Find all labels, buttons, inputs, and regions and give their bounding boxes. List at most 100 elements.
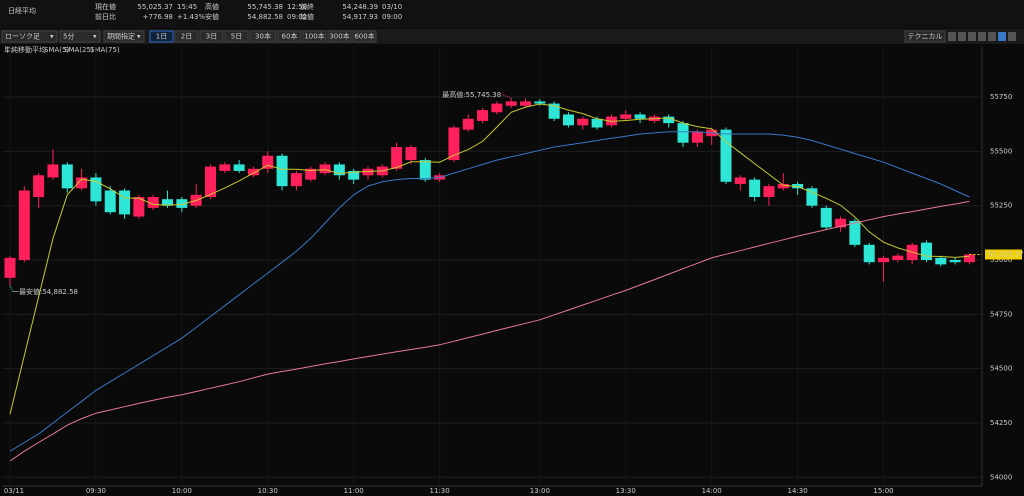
candle-body [562, 114, 574, 126]
tool-icon[interactable] [948, 32, 956, 41]
range-button[interactable] [277, 30, 302, 43]
candle-body [290, 173, 302, 187]
sma-line [9, 103, 970, 415]
technical-button[interactable] [904, 30, 946, 43]
candle-body [348, 170, 360, 180]
select-box[interactable] [59, 30, 101, 43]
x-tick-label: 13:00 [530, 487, 550, 495]
select-text: ローソク足 [5, 33, 40, 41]
candle-body [892, 255, 904, 261]
info-extra: 09:00 [382, 13, 402, 21]
range-button[interactable] [174, 30, 199, 43]
candle-body [305, 168, 317, 180]
candle-body [520, 101, 532, 106]
x-tick-label: 11:00 [344, 487, 364, 495]
candle-body [663, 116, 675, 124]
candle-body [47, 164, 59, 178]
y-tick-label: 55250 [990, 202, 1012, 210]
y-tick-label: 55500 [990, 147, 1012, 155]
select-box[interactable] [1, 30, 58, 43]
candle-body [90, 177, 102, 202]
select-arrow: ▾ [93, 33, 97, 41]
sma-line [9, 200, 970, 462]
candle-body [634, 114, 646, 119]
header-bar [0, 0, 1024, 28]
range-label: 3日 [206, 33, 217, 41]
candle-body [720, 129, 732, 182]
select-box[interactable] [103, 30, 145, 43]
candle-body [777, 183, 789, 189]
range-label: 60本 [282, 32, 298, 41]
x-tick-label: 13:30 [616, 487, 636, 495]
price-tag [985, 249, 1022, 260]
candle-body [448, 127, 460, 161]
candle-body [878, 257, 890, 263]
y-tick-label: 54750 [990, 310, 1012, 318]
candle-body [548, 103, 560, 119]
low-annotation: 一最安値:54,882.58 [12, 287, 78, 296]
range-label: 100本 [304, 32, 324, 41]
range-label: 5日 [231, 33, 242, 41]
range-button[interactable] [327, 30, 352, 43]
candle-body [247, 168, 259, 176]
candle-body [806, 188, 818, 206]
y-tick-label: 54000 [990, 473, 1012, 481]
candle-body [405, 147, 417, 161]
x-tick-label: 10:30 [258, 487, 278, 495]
range-button[interactable] [199, 30, 224, 43]
candle-body [262, 155, 274, 169]
x-tick-label: 11:30 [430, 487, 450, 495]
info-extra: +1.43% [177, 13, 205, 21]
tool-icon[interactable] [978, 32, 986, 41]
candle-body [147, 197, 159, 208]
candle-body [219, 164, 231, 171]
info-value: 54,882.58 [247, 13, 283, 21]
select-arrow: ▾ [50, 33, 54, 41]
info-label: 前終 [300, 2, 314, 11]
range-button[interactable] [249, 30, 277, 43]
candle-body [949, 260, 961, 263]
legend-title: 単純移動平均 [4, 45, 46, 54]
x-tick-label: 14:00 [702, 487, 722, 495]
range-button[interactable] [352, 30, 377, 43]
candle-body [76, 177, 88, 189]
candle-body [591, 118, 603, 128]
candle-body [104, 190, 116, 213]
info-label: 高値 [205, 2, 219, 11]
candle-body [18, 190, 30, 261]
info-value: 54,917.93 [342, 13, 378, 21]
tool-icon[interactable] [968, 32, 976, 41]
candle-body [920, 242, 932, 261]
candle-body [734, 177, 746, 184]
tool-icon[interactable] [998, 32, 1006, 41]
legend-entry: SMA(75) [90, 46, 120, 54]
range-button[interactable] [302, 30, 327, 43]
info-label: 現在値 [95, 2, 116, 11]
range-label: 300本 [329, 32, 349, 41]
tool-icon[interactable] [1008, 32, 1016, 41]
candle-body [333, 164, 345, 176]
y-tick-label: 54500 [990, 365, 1012, 373]
x-tick-label: 15:00 [873, 487, 893, 495]
select-text: 5分 [63, 32, 74, 41]
info-extra: 12:58 [287, 3, 307, 11]
candle-body [763, 186, 775, 198]
annotation-leader [503, 94, 512, 99]
candle-body [491, 103, 503, 113]
candle-body [677, 123, 689, 143]
high-annotation: 最高値:55,745.38 [442, 90, 501, 99]
range-button[interactable] [224, 30, 249, 43]
range-label: 1日 [156, 33, 167, 41]
technical-label: テクニカル [908, 33, 943, 41]
candle-body [849, 220, 861, 245]
info-value: 55,745.38 [247, 3, 283, 11]
candle-body [233, 164, 245, 171]
info-extra: 03/10 [382, 3, 402, 11]
candle-body [963, 254, 975, 263]
candle-body [391, 147, 403, 169]
tool-icon[interactable] [958, 32, 966, 41]
range-button[interactable] [149, 30, 174, 43]
tool-icon[interactable] [988, 32, 996, 41]
candle-body [820, 207, 832, 228]
